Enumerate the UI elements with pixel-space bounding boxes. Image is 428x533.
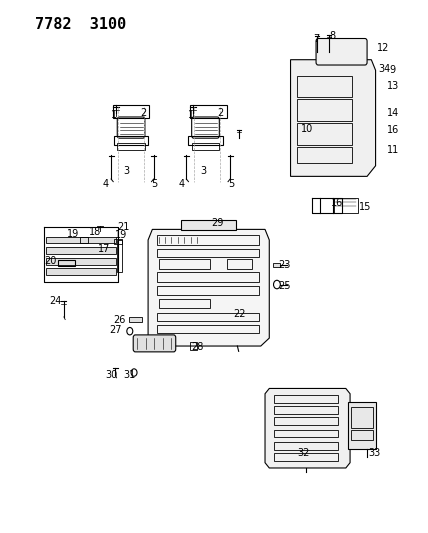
Bar [115,239,122,244]
Text: 21: 21 [118,222,130,232]
Bar [116,240,122,272]
Text: 16: 16 [331,198,343,208]
Text: 11: 11 [386,145,399,155]
Text: 19: 19 [115,230,128,240]
Text: 9: 9 [389,66,395,75]
Bar [274,430,338,438]
Polygon shape [348,402,376,449]
Bar [158,272,259,282]
Text: 28: 28 [191,342,203,352]
Text: 4: 4 [179,179,185,189]
Bar [190,342,197,350]
Bar [46,268,116,275]
Bar [158,249,259,257]
Bar [351,407,373,428]
Text: 33: 33 [369,448,381,458]
Text: 27: 27 [109,325,122,335]
Text: 1: 1 [187,110,194,120]
Text: 15: 15 [359,202,371,212]
Text: 16: 16 [386,125,399,135]
Bar [274,406,338,414]
Text: 2: 2 [217,108,223,118]
Bar [46,237,116,244]
Text: 3: 3 [124,166,130,176]
Bar [129,317,142,322]
Text: 20: 20 [44,256,56,266]
Text: 17: 17 [98,244,110,254]
Bar [114,135,148,145]
Text: 23: 23 [278,261,290,270]
Text: 14: 14 [386,108,399,118]
Bar [159,259,210,269]
Bar [158,313,259,321]
Bar [113,105,149,118]
FancyBboxPatch shape [133,335,176,352]
Bar [190,105,226,118]
Polygon shape [265,389,350,468]
Text: 3: 3 [200,166,206,176]
Text: 12: 12 [377,43,389,53]
Text: 5: 5 [152,179,158,189]
Bar [297,147,352,163]
Bar [188,135,223,145]
Bar [80,237,88,243]
Bar [158,325,259,333]
Text: 18: 18 [89,227,101,237]
Text: 22: 22 [233,309,246,319]
Bar [57,260,74,266]
Bar [227,259,252,269]
Bar [297,123,352,144]
Text: 19: 19 [67,229,79,239]
Bar [273,263,280,266]
Bar [159,299,210,309]
Text: 1: 1 [111,110,117,120]
Bar [181,220,236,230]
Text: 2: 2 [141,108,147,118]
Text: 32: 32 [297,448,309,458]
Bar [274,442,338,450]
Text: 24: 24 [50,296,62,306]
Text: 25: 25 [278,280,291,290]
Bar [46,247,116,254]
Polygon shape [148,229,269,346]
Bar [46,258,116,265]
Text: 34: 34 [378,64,390,74]
Bar [274,395,338,403]
Bar [158,235,259,245]
Text: 29: 29 [211,218,223,228]
Text: 31: 31 [124,370,136,380]
Text: 30: 30 [105,370,117,380]
Bar [297,76,352,97]
Polygon shape [291,60,376,176]
Bar [274,417,338,425]
FancyBboxPatch shape [316,38,367,65]
Bar [158,286,259,295]
Text: 13: 13 [386,81,399,91]
Text: 5: 5 [228,179,234,189]
Bar [274,454,338,462]
Text: 7: 7 [313,34,319,44]
Bar [297,100,352,120]
Bar [117,143,145,150]
Text: 8: 8 [329,31,335,41]
Bar [192,143,219,150]
Text: 10: 10 [300,124,313,134]
Bar [351,430,373,440]
Text: 4: 4 [102,179,109,189]
Bar [334,198,357,213]
Text: 7782  3100: 7782 3100 [36,17,127,33]
Text: 26: 26 [113,314,126,325]
